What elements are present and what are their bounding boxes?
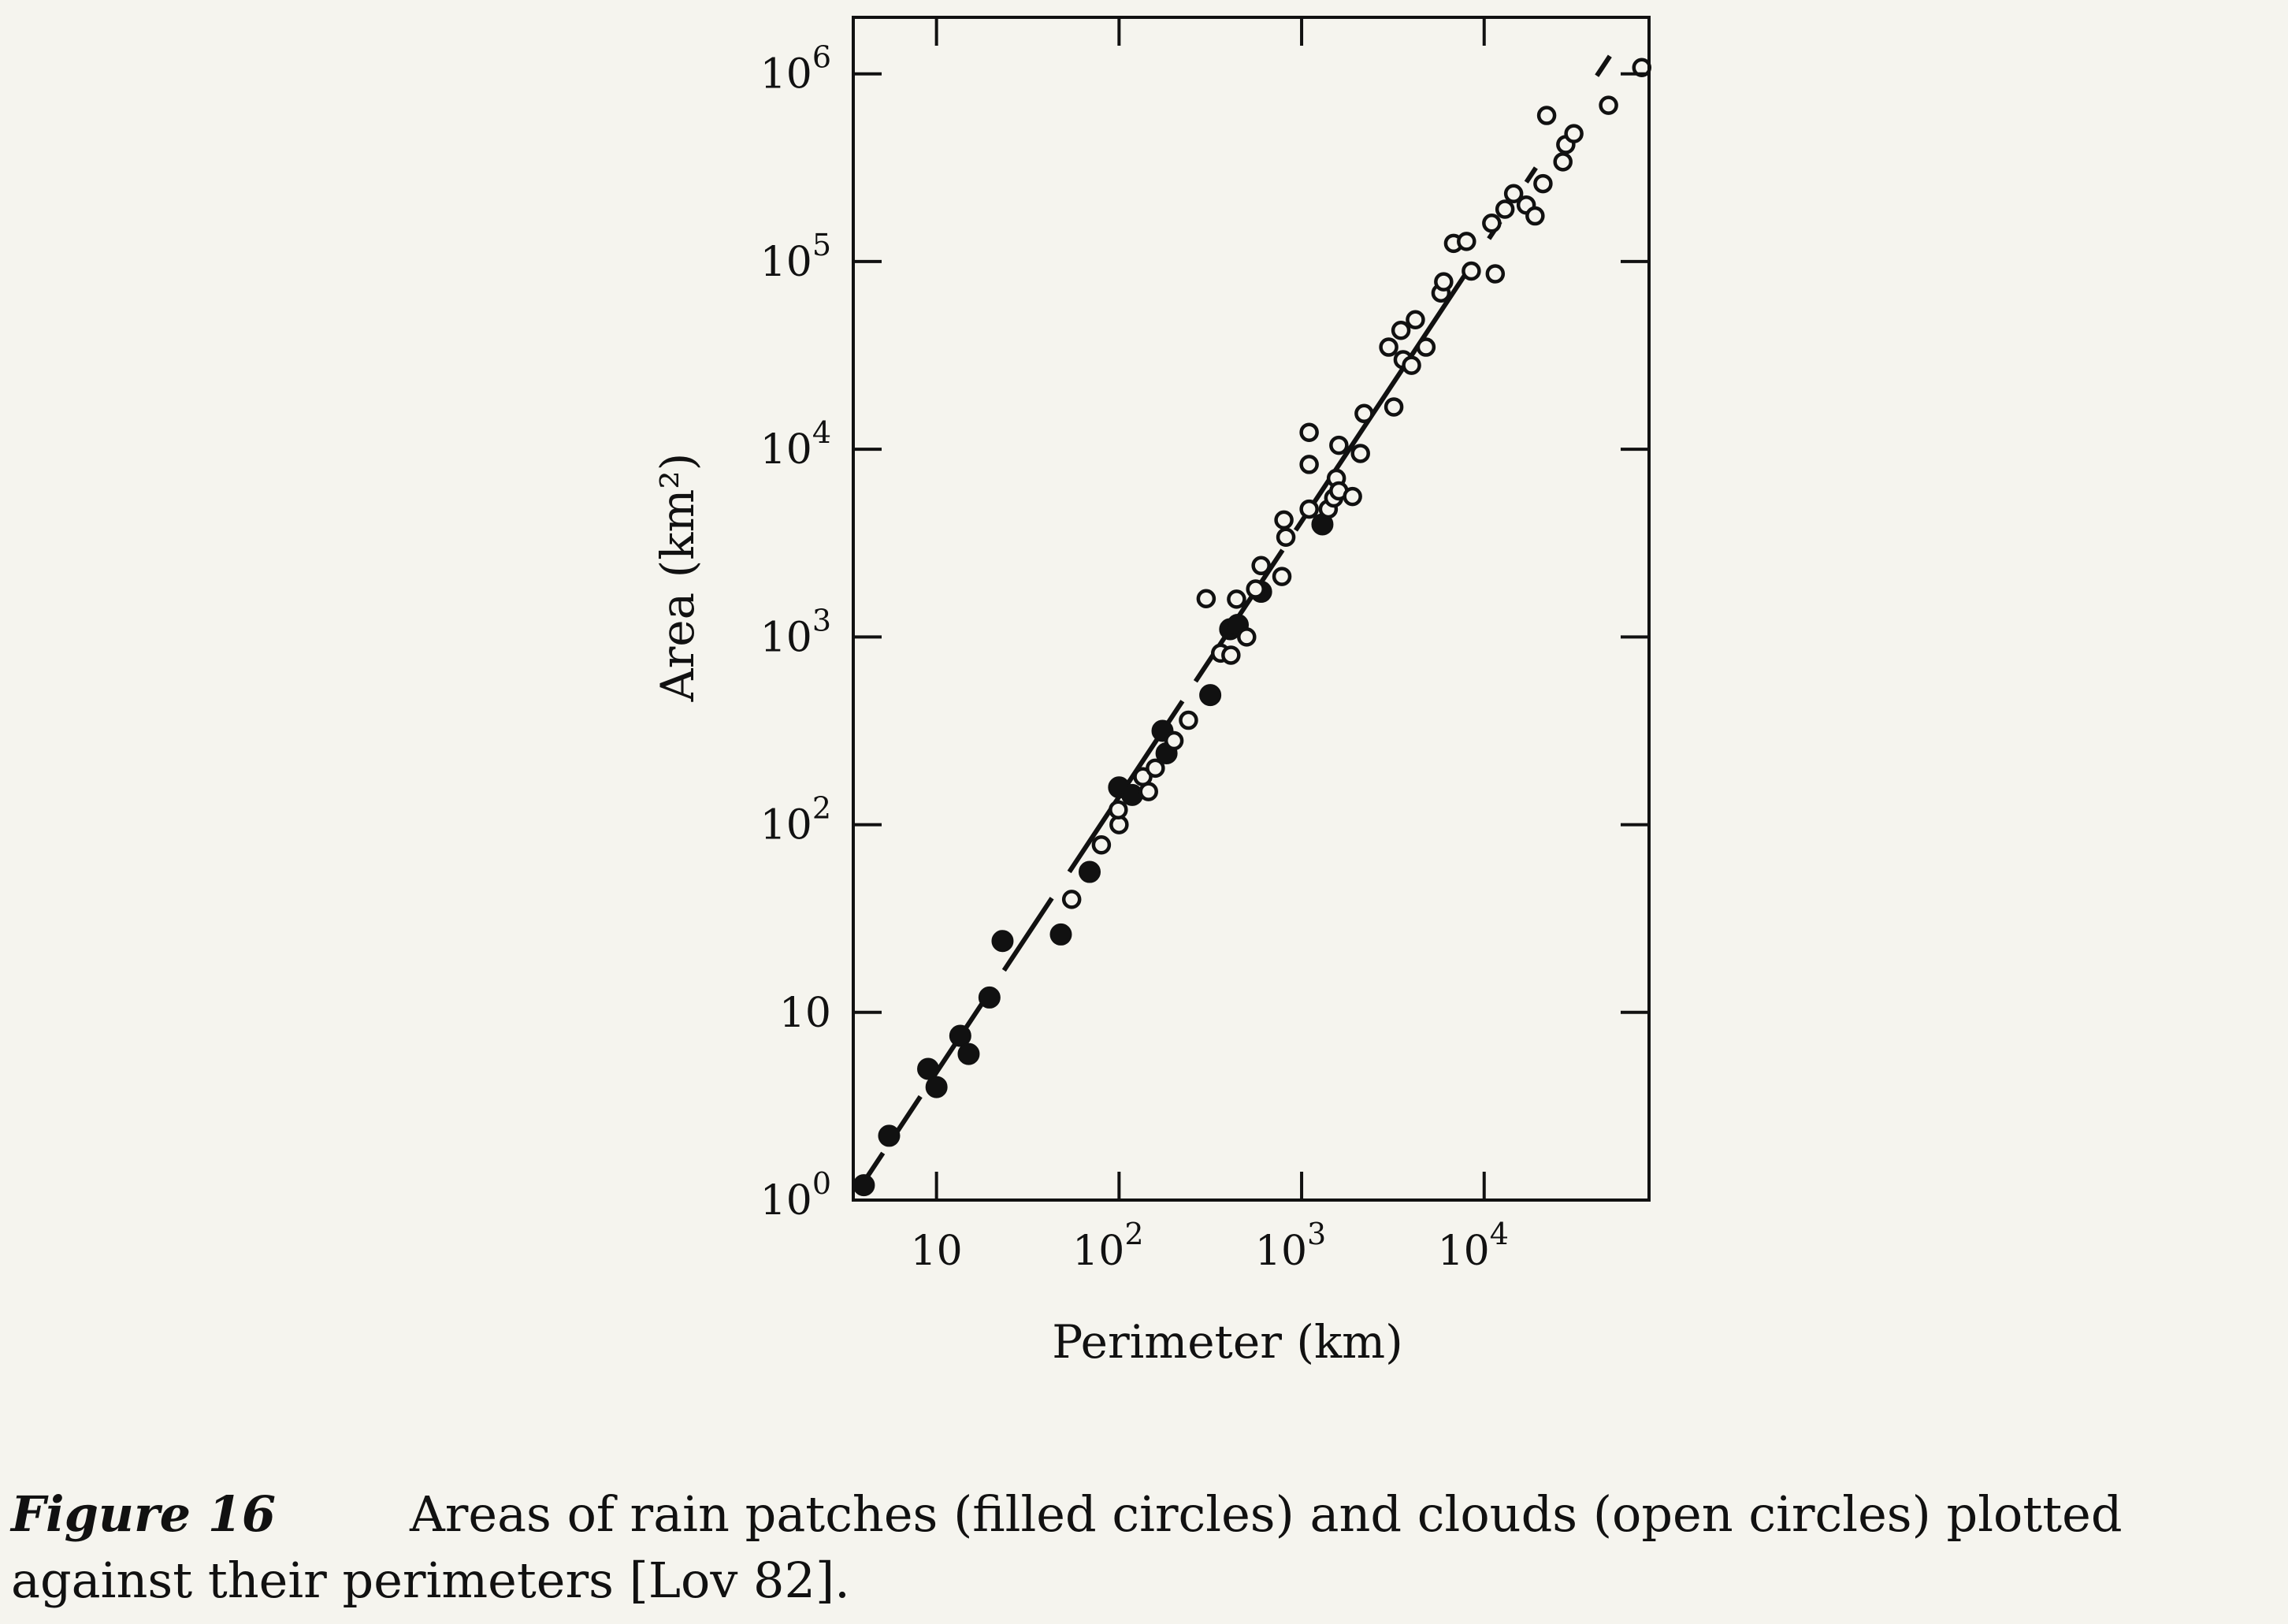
x-tick-exponent: 4 xyxy=(1490,1217,1509,1251)
data-points-layer xyxy=(852,58,1652,1197)
filled-circle-point xyxy=(1120,783,1143,806)
open-circle-point xyxy=(1251,556,1271,576)
filled-circle-point xyxy=(852,1174,875,1197)
scatter-chart: 10 102 103 104 100 10 102 103 104 105 106 Perimete… xyxy=(651,16,1652,1369)
open-circle-point xyxy=(1237,627,1257,647)
filled-circle-point xyxy=(957,1042,980,1065)
open-circle-point xyxy=(1402,355,1421,375)
filled-circle-point xyxy=(949,1024,971,1047)
y-tick-exponent: 6 xyxy=(812,40,831,75)
filled-circle-point xyxy=(978,986,1001,1009)
open-circle-point xyxy=(1354,403,1374,424)
plot-frame xyxy=(852,16,1651,1202)
open-circle-point xyxy=(1138,782,1158,801)
y-tick-exponent: 2 xyxy=(812,791,831,826)
open-circle-point xyxy=(1299,422,1319,442)
x-tick-label: 102 xyxy=(1072,1217,1143,1275)
open-circle-point xyxy=(1391,320,1411,340)
open-circle-point xyxy=(1416,337,1436,357)
open-circle-point xyxy=(1406,310,1425,329)
open-circle-point xyxy=(1350,444,1370,463)
caption-text: Areas of rain patches (filled circles) a… xyxy=(11,1485,2123,1609)
open-circle-point xyxy=(1109,800,1128,819)
filled-circle-point xyxy=(1079,860,1101,883)
open-circle-point xyxy=(1495,199,1515,219)
x-tick-exponent: 2 xyxy=(1124,1217,1143,1251)
open-circle-point xyxy=(1599,95,1618,115)
open-circle-point xyxy=(1503,184,1524,204)
y-tick-exponent: 5 xyxy=(812,228,831,262)
open-circle-point xyxy=(1434,272,1454,292)
x-tick-exponent: 3 xyxy=(1307,1217,1326,1251)
open-circle-point xyxy=(1164,730,1184,751)
y-tick-label: 104 xyxy=(760,415,831,474)
open-circle-point xyxy=(1299,499,1319,519)
open-circle-point xyxy=(1329,435,1349,455)
open-circle-point xyxy=(1462,261,1481,281)
open-circle-point xyxy=(1274,510,1294,530)
open-circle-point xyxy=(1553,152,1573,172)
x-tick-label: 103 xyxy=(1255,1217,1326,1275)
open-circle-point xyxy=(1457,232,1476,251)
x-tick-label: 104 xyxy=(1438,1217,1509,1275)
filled-circle-point xyxy=(1199,684,1222,707)
open-circle-point xyxy=(1379,337,1398,357)
open-circle-point xyxy=(1091,835,1112,855)
open-circle-point xyxy=(1343,486,1362,507)
ticks-layer: 10 102 103 104 100 10 102 103 104 105 106 xyxy=(760,17,1649,1275)
y-tick-label: 103 xyxy=(760,603,831,661)
open-circle-point xyxy=(1525,206,1545,226)
x-axis-label: Perimeter (km) xyxy=(1052,1315,1403,1369)
open-circle-point xyxy=(1146,758,1165,779)
y-tick-label: 102 xyxy=(760,791,831,849)
filled-circle-point xyxy=(878,1124,901,1147)
figure-label: Figure 16 xyxy=(11,1485,276,1543)
y-tick-exponent: 3 xyxy=(812,603,831,637)
open-circle-point xyxy=(1179,710,1198,730)
y-axis-label: Area (km²) xyxy=(651,453,704,703)
open-circle-point xyxy=(1485,264,1506,284)
open-circle-point xyxy=(1272,567,1292,586)
y-tick-label: 100 xyxy=(760,1166,831,1225)
filled-circle-point xyxy=(925,1076,948,1098)
open-circle-point xyxy=(1384,397,1404,417)
open-circle-point xyxy=(1276,527,1296,547)
open-circle-point xyxy=(1246,579,1265,599)
open-circle-point xyxy=(1227,589,1246,609)
y-tick-exponent: 0 xyxy=(812,1166,831,1201)
open-circle-point xyxy=(1533,173,1553,194)
open-circle-point xyxy=(1564,124,1584,143)
filled-circle-point xyxy=(1049,923,1072,946)
figure-caption: Figure 16 Areas of rain patches (filled c… xyxy=(11,1481,2280,1614)
open-circle-point xyxy=(1299,455,1319,474)
y-tick-exponent: 4 xyxy=(812,415,831,450)
open-circle-point xyxy=(1221,645,1241,665)
open-circle-point xyxy=(1061,890,1082,909)
y-tick-label: 106 xyxy=(760,40,831,98)
filled-circle-point xyxy=(917,1057,940,1080)
y-tick-label: 10 xyxy=(779,990,831,1037)
x-tick-label: 10 xyxy=(911,1228,963,1275)
filled-circle-point xyxy=(991,930,1014,953)
open-circle-point xyxy=(1482,214,1502,233)
open-circle-point xyxy=(1196,589,1216,608)
open-circle-point xyxy=(1536,106,1557,125)
y-tick-label: 105 xyxy=(760,228,831,286)
